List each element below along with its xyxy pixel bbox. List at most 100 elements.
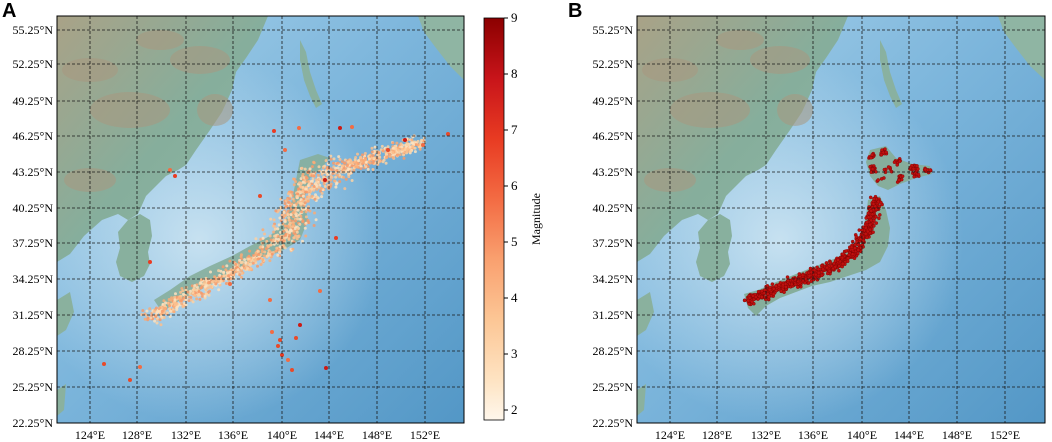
- earthquake-point: [233, 270, 237, 274]
- earthquake-point: [283, 224, 287, 228]
- japan-islands: [154, 154, 330, 312]
- earthquake-point: [334, 175, 338, 179]
- earthquake-point: [382, 158, 386, 162]
- station-point: [756, 297, 760, 301]
- earthquake-point: [299, 202, 303, 205]
- earthquake-point: [175, 306, 179, 310]
- earthquake-point: [189, 289, 192, 293]
- station-point: [866, 211, 871, 216]
- station-point: [871, 202, 876, 206]
- station-point: [756, 289, 761, 294]
- station-point: [812, 268, 817, 272]
- station-point: [832, 261, 836, 266]
- station-point: [869, 209, 874, 213]
- station-point: [841, 261, 845, 266]
- earthquake-point: [191, 300, 195, 304]
- earthquake-point-large: [386, 148, 390, 152]
- station-point: [742, 298, 747, 303]
- earthquake-point: [274, 237, 278, 241]
- earthquake-point: [299, 177, 303, 181]
- earthquake-point: [160, 312, 164, 316]
- earthquake-point: [239, 261, 243, 265]
- earthquake-point-large: [294, 336, 298, 340]
- earthquake-point: [349, 171, 353, 175]
- earthquake-point: [218, 273, 222, 277]
- earthquake-point: [334, 185, 338, 189]
- earthquake-point: [295, 230, 299, 234]
- earthquake-point: [298, 181, 302, 185]
- earthquake-point: [304, 234, 308, 238]
- earthquake-point: [310, 165, 314, 169]
- colorbar-tick-label: 2: [511, 402, 518, 417]
- earthquake-point: [312, 161, 316, 165]
- station-point: [765, 284, 770, 288]
- lon-label: 128°E: [702, 428, 732, 442]
- earthquake-point: [329, 157, 333, 161]
- earthquake-point: [246, 261, 250, 265]
- earthquake-point: [357, 159, 361, 163]
- station-point: [872, 197, 876, 201]
- earthquake-point: [329, 184, 333, 188]
- earthquake-point: [269, 238, 273, 242]
- station-point: [806, 281, 811, 285]
- earthquake-point: [208, 289, 212, 293]
- earthquake-point: [153, 319, 157, 323]
- earthquake-point: [384, 161, 388, 165]
- earthquake-point: [159, 323, 163, 327]
- earthquake-point: [204, 288, 208, 291]
- station-point: [853, 246, 857, 250]
- earthquake-point: [295, 237, 299, 241]
- earthquake-point: [410, 141, 414, 144]
- earthquake-point: [192, 286, 196, 290]
- earthquake-point: [402, 156, 406, 160]
- earthquake-point: [307, 205, 310, 209]
- earthquake-point: [162, 299, 166, 303]
- earthquake-point: [386, 145, 390, 149]
- station-point: [915, 164, 919, 168]
- earthquake-point: [200, 294, 204, 298]
- earthquake-point: [244, 260, 248, 264]
- earthquake-point: [326, 165, 329, 169]
- earthquake-point: [278, 216, 282, 220]
- station-point: [854, 234, 859, 239]
- earthquake-point: [272, 224, 275, 228]
- earthquake-point: [310, 194, 314, 198]
- earthquake-point: [212, 279, 215, 283]
- earthquake-point: [315, 187, 319, 191]
- earthquake-point: [339, 167, 343, 171]
- earthquake-point: [235, 265, 239, 269]
- station-point: [877, 204, 882, 209]
- earthquake-point: [363, 151, 367, 155]
- earthquake-point: [274, 209, 278, 213]
- station-point: [861, 238, 866, 243]
- lat-label: 49.25°N: [593, 94, 634, 108]
- earthquake-point: [263, 250, 267, 254]
- earthquake-point: [249, 267, 253, 270]
- earthquake-point: [293, 227, 297, 231]
- earthquake-point: [173, 302, 177, 305]
- earthquake-point: [282, 229, 286, 233]
- lat-label: 37.25°N: [593, 236, 634, 250]
- station-point: [923, 167, 928, 172]
- station-point: [760, 289, 764, 293]
- station-point: [820, 273, 824, 278]
- earthquake-point: [320, 171, 324, 175]
- earthquake-point: [313, 197, 317, 201]
- earthquake-point: [319, 189, 322, 193]
- station-point: [836, 258, 840, 262]
- lon-label: 124°E: [75, 428, 105, 442]
- earthquake-point: [282, 210, 286, 214]
- earthquake-point: [334, 182, 338, 186]
- earthquake-point: [154, 315, 158, 319]
- earthquake-point: [290, 190, 294, 194]
- station-point: [892, 160, 897, 164]
- sakhalin-island: [880, 40, 902, 108]
- earthquake-point: [204, 284, 208, 288]
- earthquake-point: [197, 293, 201, 297]
- lat-label: 37.25°N: [13, 236, 54, 250]
- earthquake-point: [182, 296, 186, 300]
- earthquake-point: [152, 310, 156, 313]
- earthquake-point: [257, 253, 261, 257]
- station-point: [840, 264, 844, 269]
- earthquake-point: [384, 156, 388, 160]
